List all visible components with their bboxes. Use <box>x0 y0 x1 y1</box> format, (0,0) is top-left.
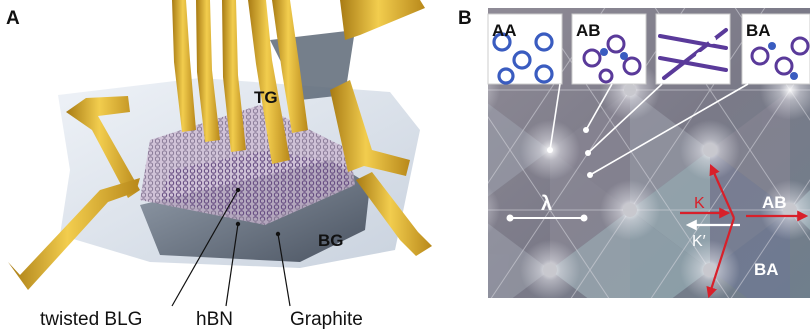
label-hbn: hBN <box>196 309 233 330</box>
panel-b-letter: B <box>458 8 472 29</box>
arrow-red-up <box>709 163 736 219</box>
inset-aa <box>487 13 563 85</box>
valley-arrows <box>680 163 809 299</box>
pointer-graphite <box>277 233 291 307</box>
panel-a-device: TG BG twisted BLG hBN Graphite <box>8 0 432 330</box>
panel-b-insets: AA AB BA <box>487 13 810 85</box>
pointer-dot-twisted-blg <box>235 187 241 193</box>
pointer-dot-hbn <box>235 221 241 227</box>
label-lambda: λ <box>541 193 552 215</box>
twisted-blg-lattice-dark <box>160 150 350 220</box>
pointer-dot-sp <box>585 150 591 156</box>
pointer-ba <box>589 83 749 176</box>
pointer-dot-aa <box>547 147 553 153</box>
pointer-dot-graphite <box>275 231 281 237</box>
pointer-dot-ab <box>583 127 589 133</box>
inset-pointers <box>547 83 749 178</box>
inset-ba <box>741 13 810 85</box>
label-graphite: Graphite <box>290 309 363 330</box>
arrow-red-down <box>706 217 736 299</box>
label-tg: TG <box>254 88 278 107</box>
panel-b-moire <box>488 8 810 298</box>
pointer-aa <box>549 83 561 151</box>
label-region-ba: BA <box>754 260 779 279</box>
gold-lead-2 <box>196 0 220 142</box>
label-bg: BG <box>318 231 344 250</box>
inset-label-aa: AA <box>492 21 517 40</box>
pointer-sp <box>587 83 663 154</box>
label-k-prime: K′ <box>692 233 706 250</box>
pointer-twisted-blg <box>171 189 239 307</box>
gold-lead-5 <box>272 0 308 133</box>
gold-lead-3 <box>222 0 246 152</box>
lambda-scale <box>506 214 588 222</box>
label-twisted-blg: twisted BLG <box>40 309 142 330</box>
aa-nodes <box>543 84 797 277</box>
pointer-dot-ba <box>587 172 593 178</box>
gold-lead-1 <box>172 0 196 132</box>
inset-label-ab: AB <box>576 21 601 40</box>
gold-lead-right-top <box>340 0 425 40</box>
panel-a-letter: A <box>6 8 20 29</box>
gold-lead-left <box>66 96 140 198</box>
label-k: K <box>694 195 705 212</box>
gold-lead-bottom-right <box>356 172 432 256</box>
inset-label-ba: BA <box>746 21 771 40</box>
pointer-hbn <box>225 223 239 307</box>
gold-lead-tg <box>248 0 290 164</box>
gold-lead-bottom-left <box>8 178 140 290</box>
inset-sp <box>655 13 731 85</box>
inset-ab <box>571 13 647 85</box>
label-region-ab: AB <box>762 193 787 212</box>
pointer-ab <box>585 83 613 131</box>
gold-lead-right <box>330 80 410 176</box>
